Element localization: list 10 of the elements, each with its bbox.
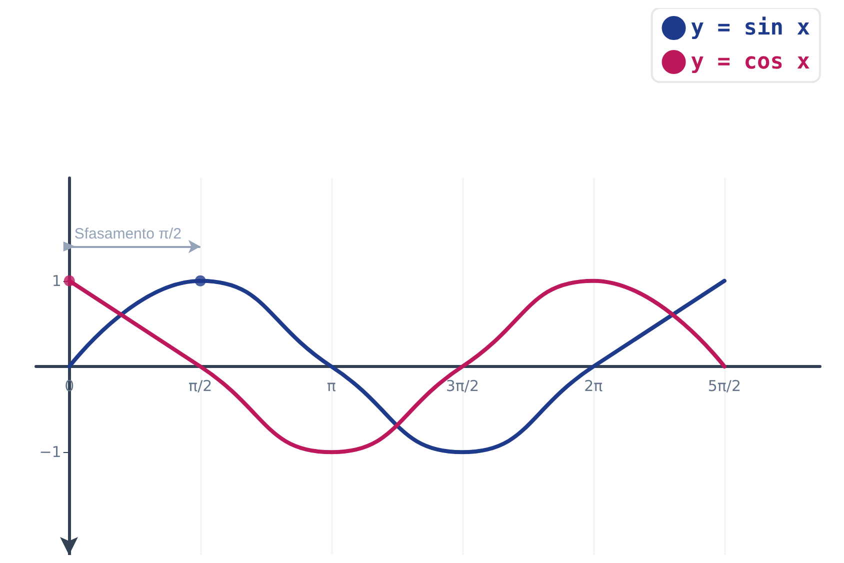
y-tick-label: 1 <box>52 272 62 290</box>
y-tick-label: −1 <box>39 443 62 462</box>
legend-label: y = cos x <box>690 50 810 74</box>
x-tick-label: 2π <box>584 377 603 395</box>
x-tick-label: 5π/2 <box>708 377 742 395</box>
x-tick-label: π <box>326 377 336 395</box>
annotation: Sfasamento π/2 <box>74 226 182 243</box>
x-tick-label: 3π/2 <box>446 377 479 395</box>
legend-label: y = sin x <box>690 16 810 40</box>
x-tick-label: π/2 <box>188 377 212 395</box>
